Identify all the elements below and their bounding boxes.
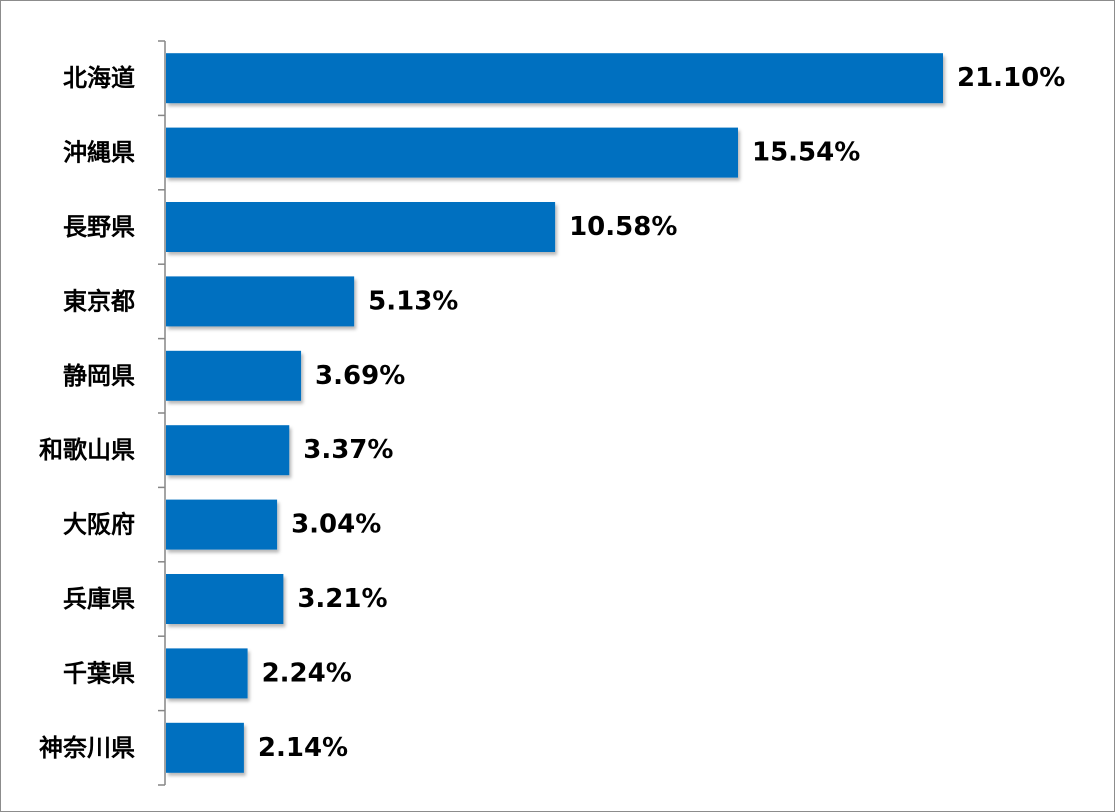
category-label: 大阪府: [63, 511, 135, 539]
data-label: 3.37%: [303, 435, 393, 465]
data-labels: 21.10% 15.54% 10.58% 5.13% 3.69% 3.37% 3.04% 3.…: [258, 63, 1065, 763]
category-label: 東京都: [63, 287, 135, 315]
data-label: 3.04%: [291, 510, 381, 540]
category-label: 千葉県: [63, 659, 135, 687]
category-label: 和歌山県: [39, 436, 135, 464]
category-label: 神奈川県: [39, 734, 135, 762]
bar: [166, 202, 556, 252]
y-axis-ticks: [158, 40, 165, 786]
bar: [166, 722, 244, 773]
category-label: 北海道: [63, 64, 135, 92]
data-label: 2.24%: [262, 658, 352, 688]
bar: [166, 648, 248, 699]
data-label: 15.54%: [752, 138, 860, 168]
bar: [166, 350, 302, 401]
data-label: 10.58%: [569, 212, 677, 242]
category-label: 兵庫県: [63, 585, 135, 613]
bar: [166, 425, 290, 476]
bar-series: [166, 53, 943, 773]
bar: [166, 53, 943, 104]
category-label: 沖縄県: [63, 139, 135, 167]
bar: [166, 499, 278, 550]
data-label: 21.10%: [957, 63, 1065, 93]
data-label: 3.69%: [315, 361, 405, 391]
data-label: 5.13%: [368, 286, 458, 316]
category-label: 静岡県: [63, 362, 135, 390]
category-label: 長野県: [63, 213, 135, 241]
data-label: 3.21%: [297, 584, 387, 614]
bar: [166, 127, 738, 178]
bar: [166, 276, 355, 327]
data-label: 2.14%: [258, 733, 348, 763]
bar: [166, 574, 284, 624]
